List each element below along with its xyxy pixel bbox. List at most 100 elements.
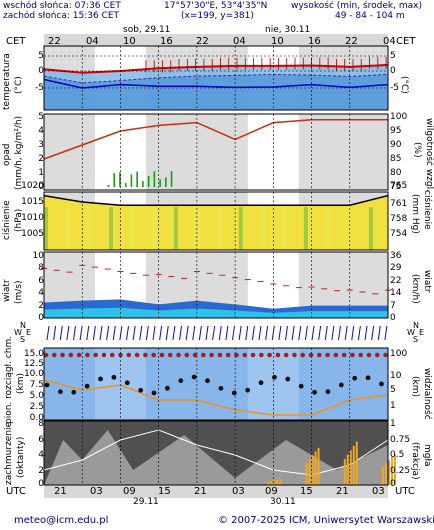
humidity-tick-5: 75 (390, 182, 402, 192)
pressure-unit-right: (mm Hg) (410, 194, 420, 234)
wind-tick-3: 4 (38, 288, 44, 298)
footer-copyright: © 2007-2025 ICM, Uniwersytet Warszawski (218, 515, 434, 526)
precip-bar-4 (130, 174, 133, 187)
wind-arrow-43 (331, 325, 335, 341)
wind-arrow-31 (251, 325, 255, 341)
night-band-1-2 (298, 114, 388, 190)
cloud-base-ylabel: pion. rozciągł. chm. (4, 335, 14, 424)
fog-bar-6-3 (276, 479, 279, 485)
cloudtop-dot-24 (242, 352, 248, 358)
compass-left-e: E (26, 328, 32, 337)
wind-arrow-16 (152, 325, 156, 341)
fog-bar-7-3 (314, 451, 317, 485)
cloudbase-dot-1 (57, 389, 63, 395)
wind-arrow-34 (271, 325, 275, 341)
top-hour-tick-4: 22 (196, 36, 209, 47)
wind-fill-low (44, 307, 388, 318)
wind-arrow-13 (132, 325, 136, 341)
dewpoint-fill (44, 74, 388, 110)
utc-label-right: UTC (395, 486, 415, 497)
temp-tick-left-2: -5 (35, 83, 44, 93)
cloudtop-dot-17 (184, 352, 190, 358)
cloudtop-dot-8 (109, 352, 115, 358)
humidity-tick-0: 100 (390, 112, 408, 122)
footer-email[interactable]: meteo@icm.edu.pl (14, 515, 109, 526)
wind-arrow-21 (185, 325, 189, 341)
bottom-hour-tick-2: 09 (123, 486, 136, 497)
fog-bar-9-1 (385, 463, 387, 485)
temp-tick-left-1: 0 (38, 66, 44, 76)
compass-right-s: S (413, 335, 419, 344)
fog-bar-8-1 (346, 454, 349, 485)
cloudtop-dot-7 (101, 352, 107, 358)
cloudtop-dot-29 (283, 352, 289, 358)
cloud-tick-0: 8 (38, 419, 44, 429)
compass-left-w: W (14, 328, 22, 337)
precip-bar-7 (147, 175, 150, 187)
pressure-tick-3: 1005 (21, 229, 44, 239)
top-hour-tick-6: 10 (271, 36, 284, 47)
cloudbase-tick-1: 12.5 (23, 359, 44, 369)
wind-arrow-15 (145, 325, 149, 341)
pressure-tick-1: 1015 (21, 197, 44, 207)
temp-tick-right-0: 5 (390, 51, 396, 61)
temp-ylabel: temperatura (2, 53, 12, 110)
humidity-tick-1: 95 (390, 126, 402, 136)
cloudtop-dot-34 (325, 352, 330, 358)
cloudtop-dot-32 (308, 352, 314, 358)
height-label: wysokość (min, środek, max) (291, 1, 422, 11)
wind-tick-0: 10 (32, 251, 44, 261)
cloudbase-dot-17 (272, 374, 277, 380)
cloud-ylabel: zachmurzenie (4, 421, 14, 485)
wind-kmh-tick-1: 29 (390, 263, 402, 273)
cloudbase-dot-20 (312, 389, 317, 395)
cloudtop-dot-36 (341, 352, 347, 358)
fog-tick-3: 0.25 (390, 466, 411, 476)
cloudtop-dot-33 (316, 352, 322, 358)
pressure-stripe-0 (44, 207, 48, 250)
fog-ylabel: mgła (422, 444, 432, 467)
top-hour-tick-2: 10 (123, 36, 136, 47)
fog-bar-7-2 (311, 455, 314, 485)
wind-arrow-32 (258, 325, 262, 341)
panel-frame-4 (43, 347, 389, 421)
cloudtop-dot-3 (68, 352, 74, 358)
pressure-stripe-5 (152, 207, 157, 250)
cloudbase-dot-24 (365, 375, 371, 381)
wind-arrow-28 (232, 325, 236, 341)
utc-label-left: UTC (6, 486, 26, 497)
wind-kmh-tick-5: 0 (390, 313, 396, 323)
wind-tick-4: 2 (38, 301, 44, 311)
fog-bar-6-4 (279, 478, 282, 485)
cloudbase-dot-3 (84, 383, 90, 389)
cloudbase-tick-6: 0.0 (29, 413, 44, 423)
precip-bar-11 (170, 171, 173, 187)
cloudbase-tick-3: 7.5 (29, 380, 44, 390)
wind-arrow-38 (298, 325, 302, 341)
wind-arrow-39 (304, 325, 308, 341)
cloudtop-dot-6 (93, 352, 98, 358)
cloudbase-dot-4 (98, 376, 103, 382)
wind-arrow-3 (66, 325, 70, 341)
precip-bar-6 (142, 181, 144, 187)
temp-tick-right-2: -5 (390, 83, 399, 93)
compass-right-e: E (419, 328, 425, 337)
cloudbase-dot-12 (205, 378, 210, 384)
precip-ylabel: opad (2, 143, 12, 166)
temp-line (43, 63, 389, 74)
pressure-mmhg-tick-0: 765 (390, 181, 408, 191)
cloudtop-dot-22 (225, 352, 231, 358)
sunrise-text: wschód słońca: 07:36 CET (3, 1, 121, 11)
wind-arrow-44 (338, 325, 342, 341)
panel-frame-3 (43, 251, 389, 319)
top-date-1: sob, 29.11 (123, 25, 171, 35)
pressure-stripe-2 (87, 207, 92, 250)
fog-bar-9-3 (391, 457, 393, 485)
fog-bar-6-1 (270, 480, 273, 485)
precip-bar-3 (124, 183, 127, 187)
wind-arrow-10 (112, 325, 116, 341)
precip-bar-1 (113, 173, 116, 187)
night-band-1-0 (44, 114, 95, 190)
wind-arrow-6 (86, 325, 90, 341)
cloudbase-dot-18 (285, 376, 291, 382)
